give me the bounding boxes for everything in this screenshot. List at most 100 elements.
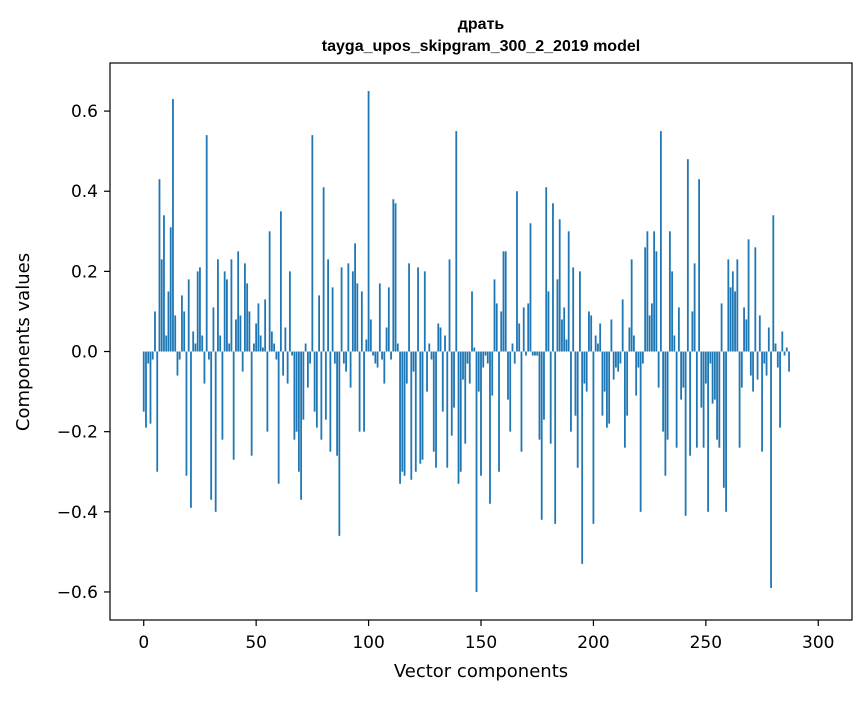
bar-79 xyxy=(320,351,323,440)
bar-53 xyxy=(262,347,264,352)
bar-244 xyxy=(691,311,694,352)
bar-258 xyxy=(722,351,725,488)
bar-58 xyxy=(273,343,276,352)
bar-174 xyxy=(534,351,536,356)
bar-149 xyxy=(477,351,480,392)
bar-194 xyxy=(579,271,581,352)
bar-216 xyxy=(628,327,631,352)
bar-284 xyxy=(781,331,784,352)
bar-155 xyxy=(491,351,494,396)
bar-40 xyxy=(232,351,235,460)
bar-19 xyxy=(185,351,188,476)
bar-0 xyxy=(142,351,145,412)
bar-35 xyxy=(221,351,224,440)
bar-82 xyxy=(327,259,329,352)
bar-104 xyxy=(376,351,379,368)
bar-228 xyxy=(655,251,658,352)
bar-62 xyxy=(282,351,285,376)
bar-204 xyxy=(601,351,604,416)
bar-98 xyxy=(363,351,365,432)
bar-12 xyxy=(169,227,172,352)
x-tick-label: 150 xyxy=(465,633,497,653)
bar-261 xyxy=(729,287,732,352)
bar-153 xyxy=(486,351,489,364)
bar-41 xyxy=(235,319,237,352)
bar-102 xyxy=(372,351,374,356)
bar-214 xyxy=(624,351,626,448)
bar-201 xyxy=(594,335,597,352)
bar-112 xyxy=(394,203,397,352)
bar-13 xyxy=(172,99,174,352)
bar-259 xyxy=(725,351,727,512)
bar-163 xyxy=(509,351,512,432)
bar-144 xyxy=(466,351,469,364)
bar-270 xyxy=(749,351,752,376)
bar-173 xyxy=(531,351,534,356)
bar-276 xyxy=(763,351,766,364)
chart-title: драть xyxy=(458,16,505,33)
bar-256 xyxy=(718,351,721,448)
bar-206 xyxy=(606,351,608,428)
bar-135 xyxy=(446,351,449,468)
bar-93 xyxy=(351,271,354,352)
bar-147 xyxy=(473,347,476,352)
bar-152 xyxy=(484,351,487,356)
bar-161 xyxy=(504,251,507,352)
bar-240 xyxy=(682,351,685,388)
bar-52 xyxy=(259,335,262,352)
bar-281 xyxy=(774,343,777,352)
bar-51 xyxy=(257,303,260,352)
bar-210 xyxy=(615,351,617,368)
bar-113 xyxy=(396,343,399,352)
x-tick-label: 100 xyxy=(352,633,384,653)
bar-158 xyxy=(498,351,500,472)
x-axis-ticks: 0 50 100 150 200 250 300 xyxy=(138,620,834,653)
bar-31 xyxy=(212,307,215,352)
bar-277 xyxy=(765,351,768,376)
y-tick-label: 0.0 xyxy=(71,343,98,363)
y-tick-label: 0.6 xyxy=(71,102,98,122)
bar-124 xyxy=(421,351,424,460)
bar-90 xyxy=(345,351,347,372)
bar-177 xyxy=(540,351,543,520)
bar-1 xyxy=(145,351,147,428)
bar-27 xyxy=(203,351,206,384)
bar-78 xyxy=(318,295,321,352)
bar-280 xyxy=(772,215,775,352)
bar-185 xyxy=(558,219,561,352)
bar-125 xyxy=(423,271,426,352)
bar-119 xyxy=(410,351,413,480)
bar-77 xyxy=(315,351,318,428)
bar-21 xyxy=(190,351,192,508)
bar-100 xyxy=(367,91,370,352)
bar-151 xyxy=(482,351,485,368)
bar-76 xyxy=(313,351,316,412)
bar-217 xyxy=(630,259,633,352)
bar-24 xyxy=(196,271,199,352)
bar-231 xyxy=(662,351,665,432)
bar-45 xyxy=(244,263,246,352)
x-tick-label: 300 xyxy=(802,633,834,653)
y-tick-label: −0.2 xyxy=(57,423,98,443)
bar-215 xyxy=(626,351,629,416)
bar-260 xyxy=(727,259,730,352)
bar-127 xyxy=(428,343,431,352)
bar-43 xyxy=(239,315,242,352)
bar-32 xyxy=(214,351,217,512)
bar-241 xyxy=(684,351,687,516)
bar-196 xyxy=(583,351,586,384)
bar-65 xyxy=(288,271,291,352)
bar-248 xyxy=(700,351,703,408)
bar-255 xyxy=(716,351,718,440)
bar-75 xyxy=(311,135,314,352)
bar-91 xyxy=(347,263,350,352)
bar-132 xyxy=(439,327,442,352)
bar-55 xyxy=(266,351,269,432)
x-tick-label: 200 xyxy=(577,633,609,653)
bar-101 xyxy=(369,319,372,352)
bar-139 xyxy=(455,131,458,352)
bar-134 xyxy=(444,335,446,352)
bar-5 xyxy=(154,311,156,352)
bar-71 xyxy=(302,351,305,420)
bar-97 xyxy=(360,291,363,352)
